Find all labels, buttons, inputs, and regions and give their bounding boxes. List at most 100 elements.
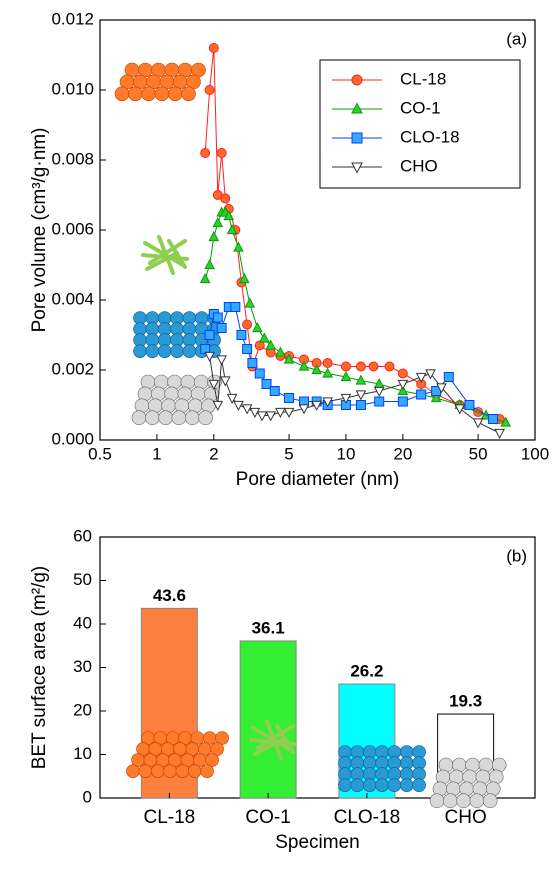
decor-particle [167,86,183,102]
marker [464,400,475,410]
x-tick-label: 50 [469,444,488,463]
decor-particle [184,410,200,426]
legend-label: CL-18 [400,69,446,88]
marker [247,358,258,368]
marker [252,321,263,333]
marker [397,384,409,396]
marker [269,386,280,396]
marker [322,397,333,408]
marker [241,404,253,415]
marker [275,407,286,419]
marker [265,411,277,422]
marker [204,258,215,270]
marker [322,367,333,378]
marker [233,400,244,412]
decor-particle [429,793,445,809]
marker [249,407,261,419]
bar [239,640,297,799]
marker [488,414,499,424]
y-tick-label: 0.010 [51,79,94,98]
decor-sticks [141,235,189,275]
y-tick-label: 30 [73,657,92,676]
decor-particle [157,344,172,358]
decor-cluster [114,62,206,102]
marker [204,330,215,340]
decor-particle [442,793,458,809]
marker [351,162,363,174]
decor-particle [145,344,160,358]
marker [216,323,227,333]
decor-particle [145,410,160,426]
x-tick-label: 1 [152,444,161,463]
decor-stick [157,235,175,275]
x-tick-label: 20 [393,444,412,463]
marker [208,43,219,53]
decor-particle [387,778,402,792]
marker [355,361,366,372]
marker [212,312,223,323]
marker [415,372,427,384]
decor-particle [141,86,156,102]
value-label: 36.1 [252,618,285,637]
marker [261,379,272,389]
decor-stick [265,720,283,760]
marker [230,302,241,312]
marker [283,407,295,419]
marker [425,369,436,380]
decor-particle [456,793,471,809]
marker [322,358,333,368]
decor-particle [131,410,147,426]
decor-particle [170,344,184,358]
marker [340,393,352,405]
decor-cluster [338,745,426,792]
panel-label: (b) [506,546,527,565]
marker [311,400,322,412]
marker [223,209,235,221]
marker [397,396,408,407]
decor-stick [256,724,295,750]
marker [298,360,310,371]
marker [443,372,454,382]
decor-stick [253,736,287,756]
marker [256,411,268,422]
x-tick-label: 100 [521,444,549,463]
decor-particle [482,793,498,809]
x-tick-label: 0.5 [88,444,112,463]
marker [200,148,211,158]
decor-particle [399,778,414,792]
y-axis-title: Pore volume (cm³/g·nm) [29,128,50,333]
marker [219,376,231,387]
marker [494,428,505,440]
marker [311,363,322,375]
x-tick-label: CL-18 [144,807,196,828]
marker [204,351,215,363]
x-axis-title: Specimen [275,832,360,853]
legend-label: CHO [400,156,438,175]
y-tick-label: 20 [73,700,92,719]
decor-particle [181,86,196,102]
marker [208,230,220,242]
y-tick-label: 0.006 [51,219,94,238]
y-tick-label: 0.004 [51,289,94,308]
x-tick-label: 10 [336,444,355,463]
marker [500,416,512,427]
marker [416,389,427,400]
decor-cluster [429,757,507,809]
marker [265,339,277,350]
marker [340,370,352,382]
marker [238,272,250,284]
marker [212,216,224,228]
decor-stick [167,239,187,269]
marker [220,193,231,204]
marker [242,344,253,354]
marker [216,355,227,366]
legend-label: CLO-18 [400,127,460,146]
marker [236,330,247,340]
x-tick-label: CHO [445,807,487,828]
decor-particle [171,410,187,426]
series-line [204,212,506,423]
marker [397,368,408,379]
decor-particle [198,410,213,426]
marker [340,361,351,372]
y-tick-label: 40 [73,613,92,632]
